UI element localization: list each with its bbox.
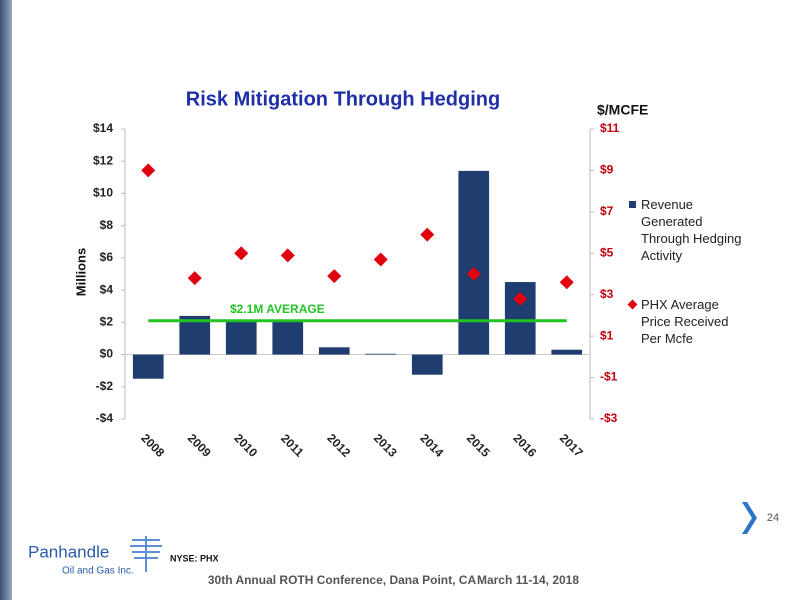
x-tick-label: 2014 [417, 431, 446, 460]
diamond [420, 227, 435, 242]
bar [272, 320, 304, 355]
diamond [466, 267, 481, 281]
diamond [327, 269, 342, 284]
diamond [373, 252, 388, 267]
y-tick-label: -$2 [96, 379, 114, 393]
legend-key [629, 201, 636, 208]
y2-tick-label: $9 [600, 163, 614, 177]
footer-date: March 11-14, 2018 [477, 573, 579, 587]
diamond [559, 275, 574, 290]
side-strip [0, 0, 12, 600]
y2-tick-label: $11 [600, 121, 620, 135]
logo-sub: Oil and Gas Inc. [62, 566, 134, 577]
y-tick-label: $4 [100, 282, 114, 296]
y-tick-label: $10 [93, 186, 113, 200]
y2-tick-label: -$3 [600, 411, 618, 425]
x-tick-label: 2013 [371, 431, 400, 460]
diamond [280, 248, 295, 263]
y-tick-label: $14 [93, 121, 113, 135]
y2-tick-label: $1 [600, 328, 614, 342]
y-tick-label: $0 [100, 347, 114, 361]
ticker: NYSE: PHX [170, 553, 219, 563]
x-tick-label: 2016 [510, 431, 539, 460]
y2-tick-label: $5 [600, 245, 614, 259]
diamond [234, 246, 249, 261]
bar [179, 315, 211, 355]
x-tick-label: 2011 [278, 431, 307, 460]
y-tick-label: $6 [100, 250, 114, 264]
x-tick-label: 2010 [231, 431, 260, 460]
x-tick-label: 2009 [185, 431, 214, 460]
logo-name: Panhandle [28, 542, 109, 561]
x-tick-label: 2008 [138, 431, 167, 460]
legend-label: Revenue Generated Through Hedging Activi… [641, 197, 742, 263]
y2-tick-label: $7 [600, 204, 614, 218]
bar [365, 353, 397, 355]
bar [132, 354, 164, 379]
y2-tick-label: -$1 [600, 370, 618, 384]
y-tick-label: $2 [100, 315, 114, 329]
bar [318, 347, 350, 355]
chart-title: Risk Mitigation Through Hedging [186, 88, 500, 110]
diamond [187, 271, 202, 286]
diamond [513, 291, 528, 306]
y-axis-label: Millions [73, 248, 88, 296]
y-tick-label: $8 [100, 218, 114, 232]
legend-label: PHX Average Price Received Per Mcfe [641, 297, 729, 346]
x-tick-label: 2015 [464, 431, 493, 460]
page-number: 24 [767, 512, 779, 524]
y-tick-label: $12 [93, 153, 113, 167]
average-label: $2.1M AVERAGE [230, 302, 325, 316]
y-tick-label: -$4 [96, 411, 114, 425]
diamond [141, 163, 156, 178]
next-chevron [742, 502, 757, 534]
x-tick-label: 2012 [324, 431, 353, 460]
y2-axis-label: $/MCFE [597, 102, 648, 118]
bar [551, 349, 583, 355]
y2-tick-label: $3 [600, 287, 614, 301]
bar [225, 320, 257, 355]
bar [458, 170, 490, 355]
bar [411, 354, 443, 375]
footer-conference: 30th Annual ROTH Conference, Dana Point,… [208, 573, 477, 587]
logo-icon [130, 536, 162, 572]
x-tick-label: 2017 [557, 431, 586, 460]
